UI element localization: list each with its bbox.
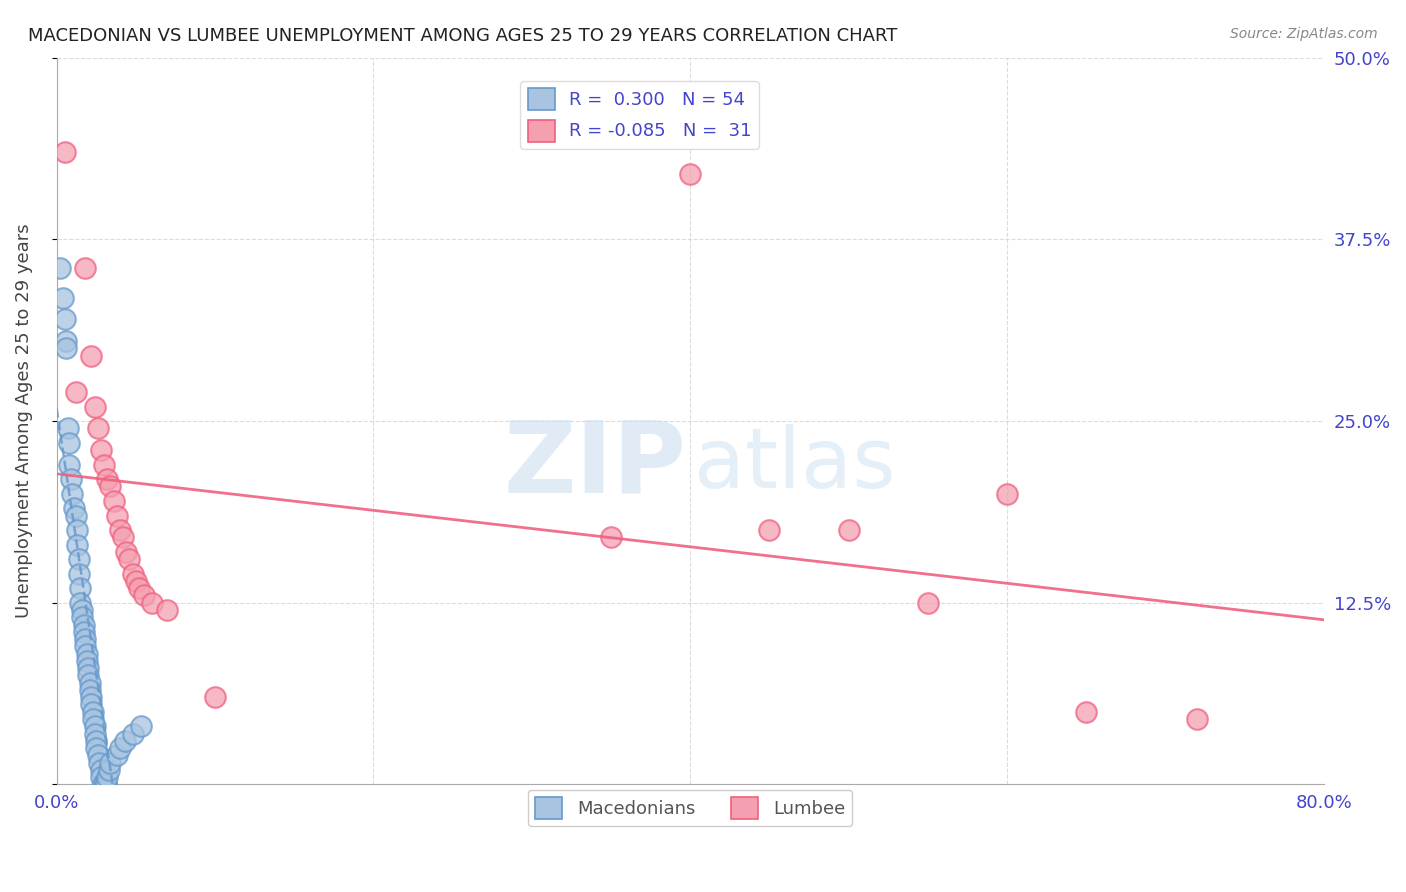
Point <box>77 668 100 682</box>
Point <box>67 566 90 581</box>
Point <box>112 530 135 544</box>
Point <box>115 545 138 559</box>
Point <box>65 384 87 399</box>
Point <box>84 741 107 756</box>
Point <box>53 312 76 326</box>
Point <box>79 675 101 690</box>
Point <box>758 523 780 537</box>
Point <box>93 777 115 791</box>
Point <box>121 726 143 740</box>
Point <box>100 479 122 493</box>
Point <box>87 421 110 435</box>
Point <box>49 261 72 276</box>
Point <box>89 756 111 770</box>
Point <box>94 777 117 791</box>
Point <box>90 770 112 784</box>
Point <box>97 763 120 777</box>
Point <box>1076 705 1098 719</box>
Y-axis label: Unemployment Among Ages 25 to 29 years: Unemployment Among Ages 25 to 29 years <box>15 224 32 618</box>
Point <box>995 487 1018 501</box>
Point <box>80 690 103 705</box>
Point <box>105 748 128 763</box>
Point <box>118 552 141 566</box>
Point <box>65 508 87 523</box>
Point <box>917 596 939 610</box>
Point <box>70 610 93 624</box>
Point <box>75 632 97 646</box>
Point <box>58 435 80 450</box>
Point <box>156 603 179 617</box>
Point <box>53 145 76 160</box>
Point <box>83 726 105 740</box>
Point <box>79 682 101 697</box>
Text: MACEDONIAN VS LUMBEE UNEMPLOYMENT AMONG AGES 25 TO 29 YEARS CORRELATION CHART: MACEDONIAN VS LUMBEE UNEMPLOYMENT AMONG … <box>28 27 897 45</box>
Point <box>114 734 136 748</box>
Point <box>96 472 118 486</box>
Point <box>108 523 131 537</box>
Point <box>600 530 623 544</box>
Point <box>80 349 103 363</box>
Point <box>67 552 90 566</box>
Point <box>75 261 97 276</box>
Point <box>105 508 128 523</box>
Point <box>679 167 702 181</box>
Point <box>76 654 98 668</box>
Point <box>121 566 143 581</box>
Point <box>77 661 100 675</box>
Point <box>87 748 110 763</box>
Point <box>63 501 86 516</box>
Point <box>82 712 104 726</box>
Legend: Macedonians, Lumbee: Macedonians, Lumbee <box>529 789 852 826</box>
Point <box>128 581 150 595</box>
Point <box>76 647 98 661</box>
Point <box>69 581 91 595</box>
Point <box>56 421 79 435</box>
Point <box>70 603 93 617</box>
Point <box>72 617 94 632</box>
Point <box>80 698 103 712</box>
Point <box>82 705 104 719</box>
Point <box>59 472 82 486</box>
Point <box>72 624 94 639</box>
Point <box>96 770 118 784</box>
Point <box>55 334 77 348</box>
Point <box>55 342 77 356</box>
Text: atlas: atlas <box>695 425 896 505</box>
Point <box>125 574 148 588</box>
Point <box>62 487 84 501</box>
Point <box>69 596 91 610</box>
Text: Source: ZipAtlas.com: Source: ZipAtlas.com <box>1230 27 1378 41</box>
Point <box>84 734 107 748</box>
Point <box>129 719 152 733</box>
Point <box>66 523 89 537</box>
Point <box>132 589 155 603</box>
Point <box>90 443 112 458</box>
Point <box>204 690 226 705</box>
Point <box>93 458 115 472</box>
Point <box>103 494 125 508</box>
Point <box>91 777 114 791</box>
Text: ZIP: ZIP <box>503 417 686 513</box>
Point <box>75 640 97 654</box>
Point <box>1185 712 1208 726</box>
Point <box>90 763 112 777</box>
Point <box>100 756 122 770</box>
Point <box>108 741 131 756</box>
Point <box>94 777 117 791</box>
Point <box>66 538 89 552</box>
Point <box>83 400 105 414</box>
Point <box>83 719 105 733</box>
Point <box>838 523 860 537</box>
Point <box>58 458 80 472</box>
Point <box>52 291 75 305</box>
Point <box>141 596 163 610</box>
